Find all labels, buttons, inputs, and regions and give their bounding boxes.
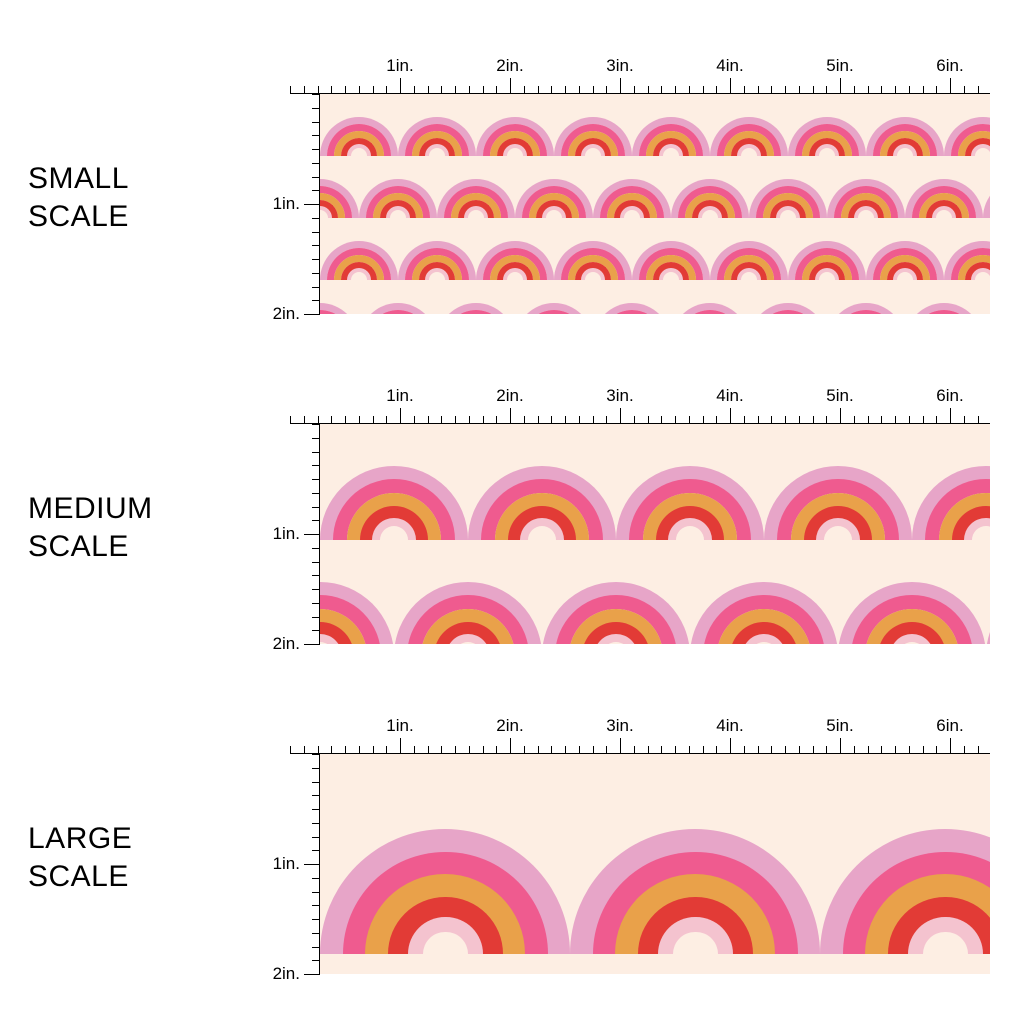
- ruler-h-label: 4in.: [716, 56, 743, 76]
- rainbow-motif: [710, 218, 788, 280]
- swatch-with-rulers: 1in.2in.3in.4in.5in.6in.1in.2in.: [290, 60, 990, 314]
- rainbow-motif: [749, 280, 827, 314]
- ruler-v-label: 1in.: [273, 194, 300, 214]
- rainbow-motif: [764, 424, 912, 540]
- rainbow-motif: [690, 540, 838, 644]
- rainbow-motif: [983, 280, 990, 314]
- rainbow-motif: [359, 156, 437, 218]
- rainbow-motif: [820, 754, 990, 954]
- rainbow-motif: [671, 280, 749, 314]
- rainbow-motif: [437, 156, 515, 218]
- ruler-h-label: 1in.: [386, 386, 413, 406]
- rainbow-motif: [515, 280, 593, 314]
- ruler-h-label: 4in.: [716, 716, 743, 736]
- rainbow-motif: [554, 218, 632, 280]
- rainbow-motif: [468, 424, 616, 540]
- rainbow-motif: [866, 218, 944, 280]
- swatch-with-rulers: 1in.2in.3in.4in.5in.6in.1in.2in.: [290, 720, 990, 974]
- ruler-h-label: 5in.: [826, 716, 853, 736]
- ruler-h-label: 1in.: [386, 716, 413, 736]
- scale-label: LARGE SCALE: [28, 820, 132, 895]
- ruler-h-label: 5in.: [826, 56, 853, 76]
- rainbow-motif: [671, 156, 749, 218]
- rainbow-motif: [476, 94, 554, 156]
- rainbow-motif: [593, 156, 671, 218]
- ruler-h-label: 2in.: [496, 386, 523, 406]
- rainbow-motif: [320, 94, 398, 156]
- rainbow-motif: [749, 156, 827, 218]
- ruler-v-label: 1in.: [273, 854, 300, 874]
- rainbow-motif: [710, 94, 788, 156]
- rainbow-motif: [944, 94, 990, 156]
- rainbow-motif: [986, 540, 990, 644]
- rainbow-motif: [394, 540, 542, 644]
- rainbow-motif: [838, 540, 986, 644]
- rainbow-motif: [788, 218, 866, 280]
- ruler-vertical: 1in.2in.: [290, 424, 320, 644]
- rainbow-motif: [905, 156, 983, 218]
- rainbow-motif: [616, 424, 764, 540]
- rainbow-motif: [398, 218, 476, 280]
- ruler-h-label: 3in.: [606, 56, 633, 76]
- rainbow-motif: [554, 94, 632, 156]
- ruler-h-label: 4in.: [716, 386, 743, 406]
- scale-label: MEDIUM SCALE: [28, 490, 153, 565]
- rainbow-motif: [320, 424, 468, 540]
- rainbow-motif: [945, 954, 990, 974]
- rainbow-motif: [359, 280, 437, 314]
- rainbow-motif: [827, 156, 905, 218]
- rainbow-motif: [320, 156, 359, 218]
- rainbow-motif: [695, 954, 945, 974]
- ruler-vertical: 1in.2in.: [290, 94, 320, 314]
- ruler-h-label: 6in.: [936, 386, 963, 406]
- rainbow-motif: [593, 280, 671, 314]
- ruler-horizontal: 1in.2in.3in.4in.5in.6in.: [290, 390, 990, 424]
- ruler-h-label: 6in.: [936, 716, 963, 736]
- scale-label: SMALL SCALE: [28, 160, 129, 235]
- rainbow-motif: [983, 156, 990, 218]
- ruler-h-label: 2in.: [496, 56, 523, 76]
- ruler-v-label: 2in.: [273, 634, 300, 654]
- rainbow-motif: [632, 218, 710, 280]
- rainbow-motif: [437, 280, 515, 314]
- ruler-h-label: 1in.: [386, 56, 413, 76]
- rainbow-motif: [827, 280, 905, 314]
- ruler-horizontal: 1in.2in.3in.4in.5in.6in.: [290, 720, 990, 754]
- rainbow-motif: [320, 218, 398, 280]
- ruler-h-label: 3in.: [606, 716, 633, 736]
- ruler-v-label: 2in.: [273, 964, 300, 984]
- ruler-v-label: 2in.: [273, 304, 300, 324]
- ruler-h-label: 3in.: [606, 386, 633, 406]
- swatch-with-rulers: 1in.2in.3in.4in.5in.6in.1in.2in.: [290, 390, 990, 644]
- rainbow-motif: [320, 280, 359, 314]
- rainbow-motif: [542, 540, 690, 644]
- rainbow-motif: [866, 94, 944, 156]
- rainbow-motif: [445, 954, 695, 974]
- ruler-h-label: 2in.: [496, 716, 523, 736]
- rainbow-motif: [320, 540, 394, 644]
- rainbow-motif: [912, 424, 990, 540]
- pattern-swatch: [320, 424, 990, 644]
- rainbow-motif: [515, 156, 593, 218]
- rainbow-motif: [788, 94, 866, 156]
- rainbow-motif: [632, 94, 710, 156]
- rainbow-motif: [944, 218, 990, 280]
- rainbow-motif: [398, 94, 476, 156]
- pattern-swatch: [320, 94, 990, 314]
- scale-panel-small: SMALL SCALE 1in.2in.3in.4in.5in.6in.1in.2…: [0, 60, 1024, 320]
- ruler-horizontal: 1in.2in.3in.4in.5in.6in.: [290, 60, 990, 94]
- scale-panel-large: LARGE SCALE 1in.2in.3in.4in.5in.6in.1in.2…: [0, 720, 1024, 980]
- rainbow-motif: [320, 754, 570, 954]
- pattern-swatch: [320, 754, 990, 974]
- ruler-v-label: 1in.: [273, 524, 300, 544]
- ruler-h-label: 6in.: [936, 56, 963, 76]
- rainbow-motif: [905, 280, 983, 314]
- rainbow-motif: [320, 954, 445, 974]
- ruler-h-label: 5in.: [826, 386, 853, 406]
- scale-panel-medium: MEDIUM SCALE1in.2in.3in.4in.5in.6in.1in.…: [0, 390, 1024, 650]
- rainbow-motif: [570, 754, 820, 954]
- rainbow-motif: [476, 218, 554, 280]
- ruler-vertical: 1in.2in.: [290, 754, 320, 974]
